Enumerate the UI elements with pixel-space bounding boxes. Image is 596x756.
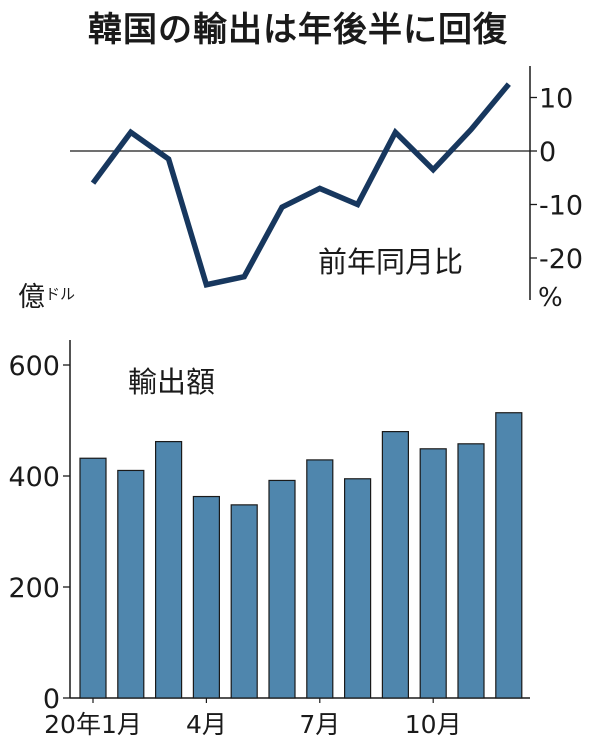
line-y-unit: %	[538, 283, 563, 313]
bar-2020-01	[79, 457, 107, 699]
bar-2020-11	[457, 443, 485, 699]
exports-series-label: 輸出額	[128, 365, 215, 399]
bar-2020-04	[192, 495, 220, 699]
bar-x-tick-label: 7月	[299, 710, 340, 739]
bar-y-unit: 億ドル	[18, 282, 75, 313]
bar-x-tick-label: 20年1月	[44, 710, 142, 739]
line-y-tick-label: 10	[539, 84, 573, 115]
bar-2020-08	[344, 478, 372, 699]
bar-y-tick-label: 200	[8, 573, 60, 604]
line-y-tick-label: -10	[539, 191, 583, 222]
bar-2020-07	[306, 459, 334, 699]
bar-chart-exports: 0 200 400 600 億ドル 20年1月 4月 7月 10月 輸出額	[8, 282, 530, 739]
bar-y-unit-sub: ドル	[45, 285, 75, 303]
line-y-tick-label: -20	[539, 244, 583, 275]
bar-2020-02	[117, 469, 145, 699]
bar-2020-09	[381, 431, 409, 699]
line-y-tick-label: 0	[539, 137, 556, 168]
yoy-series-label: 前年同月比	[318, 245, 463, 279]
bar-y-tick-label: 400	[8, 462, 60, 493]
bar-2020-10	[419, 448, 447, 699]
bar-2020-05	[230, 504, 258, 699]
bar-2020-06	[268, 479, 296, 699]
yoy-series-line	[90, 82, 511, 288]
bar-x-tick-label: 10月	[405, 710, 462, 739]
bar-y-tick-label: 600	[8, 351, 60, 382]
chart-title: 韓国の輸出は年後半に回復	[88, 10, 508, 50]
bar-x-tick-label: 4月	[186, 710, 227, 739]
bar-y-tick-label: 0	[43, 684, 60, 715]
bar-2020-03	[155, 440, 183, 699]
line-chart-yoy: 10 0 -10 -20% 前年同月比	[70, 66, 583, 313]
bar-2020-12	[495, 412, 523, 699]
bar-y-unit-main: 億	[18, 282, 45, 313]
